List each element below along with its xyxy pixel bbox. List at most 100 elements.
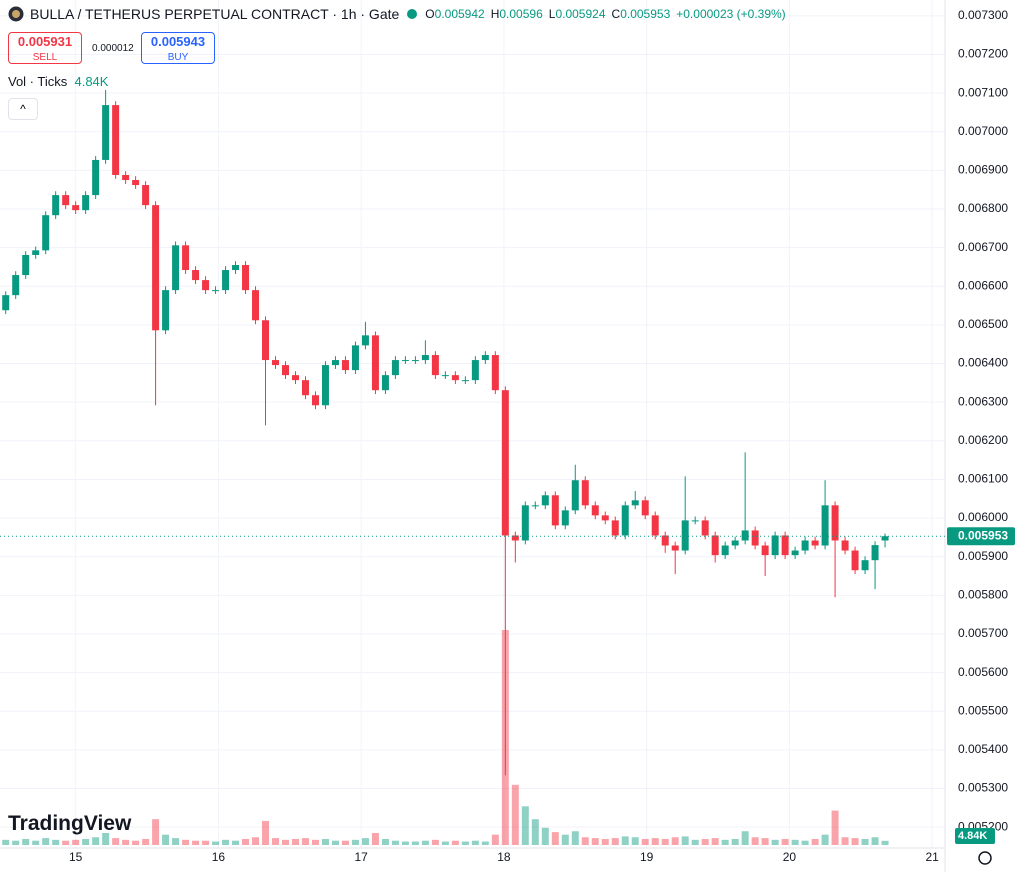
- candle-body: [122, 175, 130, 181]
- volume-bar: [471, 840, 479, 845]
- volume-bar: [731, 838, 739, 845]
- volume-bar: [242, 838, 250, 845]
- volume-bar: [491, 834, 499, 845]
- sell-label: SELL: [32, 52, 58, 63]
- volume-bar: [92, 837, 100, 845]
- ohlc-value: 0.005924: [555, 7, 606, 21]
- y-tick-label: 0.005300: [958, 781, 1008, 795]
- last-price-box: [947, 527, 1015, 546]
- volume-bar: [741, 831, 749, 845]
- candle-body: [132, 180, 140, 186]
- candle-body: [741, 530, 749, 541]
- x-tick-label: 20: [783, 850, 797, 864]
- volume-bar: [671, 837, 679, 845]
- sell-button[interactable]: 0.005931 SELL: [8, 32, 82, 64]
- volume-bar: [212, 841, 220, 845]
- y-tick-label: 0.005700: [958, 626, 1008, 640]
- candle-body: [371, 335, 379, 391]
- candle-body: [401, 360, 409, 362]
- candle-body: [871, 545, 879, 561]
- candle-body: [301, 380, 309, 396]
- y-tick-label: 0.007000: [958, 124, 1008, 138]
- candle-body: [222, 270, 230, 291]
- candle-body: [2, 295, 10, 311]
- settings-icon[interactable]: [978, 851, 992, 865]
- x-tick-label: 21: [925, 850, 939, 864]
- volume-bar: [651, 838, 659, 845]
- collapse-button[interactable]: ^: [8, 98, 38, 120]
- candle-body: [691, 520, 699, 522]
- volume-bar: [781, 838, 789, 845]
- candle-body: [272, 360, 280, 366]
- volume-bar: [711, 838, 719, 845]
- candle-body: [711, 535, 719, 556]
- volume-bar: [841, 837, 849, 845]
- candle-body: [351, 345, 359, 371]
- candle-body: [262, 320, 270, 361]
- volume-bar: [361, 838, 369, 845]
- volume-bar: [22, 838, 30, 845]
- buy-button[interactable]: 0.005943 BUY: [141, 32, 215, 64]
- candle-body: [252, 290, 260, 321]
- volume-bar: [591, 838, 599, 845]
- y-tick-label: 0.006200: [958, 433, 1008, 447]
- volume-bar: [351, 839, 359, 845]
- volume-bar: [641, 838, 649, 845]
- volume-bar: [621, 836, 629, 845]
- candle-body: [681, 520, 689, 551]
- ohlc-value: 0.005953: [620, 7, 671, 21]
- volume-bar: [461, 841, 469, 845]
- ohlc-value: 0.005942: [434, 7, 485, 21]
- candle-body: [192, 270, 200, 281]
- candle-body: [421, 355, 429, 361]
- ohlc-label: O: [425, 7, 435, 21]
- volume-legend: Vol · Ticks 4.84K: [8, 74, 108, 89]
- candle-body: [461, 380, 469, 382]
- volume-bar: [222, 839, 230, 845]
- candle-body: [311, 395, 319, 406]
- volume-bar: [172, 838, 180, 845]
- volume-bar: [52, 839, 60, 845]
- candle-body: [451, 375, 459, 381]
- candle-body: [321, 365, 329, 406]
- candle-body: [531, 505, 539, 507]
- volume-bar: [331, 840, 339, 845]
- candle-body: [431, 355, 439, 376]
- volume-bar: [391, 840, 399, 845]
- volume-bar: [311, 839, 319, 845]
- candle-body: [551, 495, 559, 526]
- volume-bar: [481, 841, 489, 845]
- candle-body: [212, 290, 220, 292]
- volume-bar: [821, 834, 829, 845]
- volume-bar: [561, 834, 569, 845]
- candle-body: [112, 105, 120, 176]
- candle-body: [611, 520, 619, 536]
- volume-bar: [521, 806, 529, 845]
- volume-bar: [771, 839, 779, 845]
- candle-body: [182, 245, 190, 271]
- y-tick-label: 0.006300: [958, 394, 1008, 408]
- candle-body: [701, 520, 709, 536]
- y-tick-label: 0.006800: [958, 201, 1008, 215]
- y-tick-label: 0.006000: [958, 510, 1008, 524]
- volume-bar: [541, 827, 549, 845]
- volume-bar: [32, 840, 40, 845]
- candle-body: [521, 505, 529, 541]
- spread: 0.000012: [92, 43, 134, 54]
- volume-bar: [751, 837, 759, 845]
- candle-body: [62, 195, 70, 206]
- header: BULLA / TETHERUS PERPETUAL CONTRACT · 1h…: [8, 6, 786, 22]
- volume-title: Vol · Ticks: [8, 74, 68, 89]
- volume-bar: [252, 837, 260, 845]
- volume-bar: [431, 839, 439, 845]
- y-tick-label: 0.005800: [958, 588, 1008, 602]
- ohlc-label: C: [611, 7, 621, 21]
- x-tick-label: 16: [212, 850, 226, 864]
- volume-bar: [182, 839, 190, 845]
- candle-body: [282, 365, 289, 376]
- volume-bar: [82, 838, 90, 845]
- volume-bar: [192, 840, 200, 845]
- volume-bar: [791, 839, 799, 845]
- x-tick-label: 19: [640, 850, 654, 864]
- volume-bar: [631, 837, 639, 845]
